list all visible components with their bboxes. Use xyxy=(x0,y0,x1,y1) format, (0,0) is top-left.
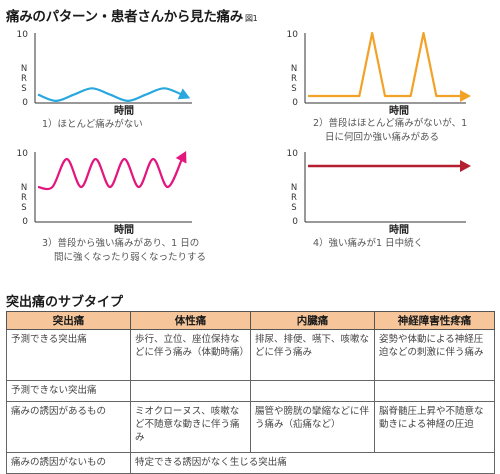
caption-line: 間に強くなったり弱くなったりする xyxy=(54,252,207,263)
series-line xyxy=(37,87,183,102)
section-title: 突出痛のサブタイプ xyxy=(6,295,124,310)
x-axis-label: 時間 xyxy=(114,223,134,236)
y-min-label: 0 xyxy=(22,98,28,108)
header-cell: 内臓痛 xyxy=(250,311,375,330)
table-cell: ミオクローヌス、咳嗽など不随意な動きに伴う痛み xyxy=(130,401,251,453)
header-cell: 体性痛 xyxy=(130,311,251,330)
caption-3: 3）普段から強い痛みがあり、1 日の 間に強くなったり弱くなったりする xyxy=(42,237,206,265)
table-cell: 歩行、立位、座位保持などに伴う痛み（体動時痛） xyxy=(130,329,251,381)
table-cell: 排尿、排便、嚥下、咳嗽などに伴う痛み xyxy=(250,329,375,381)
y-max-label: 10 xyxy=(17,149,29,159)
caption-2: 2）普段はほとんど痛みがないが、1 日に何回か強い痛みがある xyxy=(313,117,467,145)
table-row: 痛みの誘因がないもの 特定できる誘因がなく生じる突出痛 xyxy=(6,452,495,474)
table-row: 予測できる突出痛 歩行、立位、座位保持などに伴う痛み（体動時痛） 排尿、排便、嚥… xyxy=(6,329,495,381)
caption-line: 1）ほとんど痛みがない xyxy=(42,119,143,130)
page-title: 痛みのパターン・患者さんから見た痛み 図1 xyxy=(6,9,258,25)
table-cell: 姿勢や体動による神経圧迫などの刺激に伴う痛み xyxy=(374,329,495,381)
caption-line: 2）普段はほとんど痛みがないが、1 xyxy=(313,118,468,129)
table-cell xyxy=(374,380,495,402)
y-min-label: 0 xyxy=(292,217,298,227)
arrow-head xyxy=(460,160,471,172)
table-cell: 腸管や膀胱の攣縮などに伴う痛み（疝痛など） xyxy=(250,401,375,453)
figure-ref: 図1 xyxy=(244,14,258,23)
row-label: 痛みの誘因があるもの xyxy=(6,401,131,453)
table-header-row: 突出痛 体性痛 内臓痛 神経障害性疼痛 xyxy=(6,311,495,330)
table-row: 予測できない突出痛 xyxy=(6,380,495,402)
table-cell xyxy=(250,380,375,402)
row-label: 痛みの誘因がないもの xyxy=(6,452,131,474)
arrow-head xyxy=(175,150,187,164)
caption-1: 1）ほとんど痛みがない xyxy=(42,118,143,132)
x-axis-label: 時間 xyxy=(389,223,409,236)
series-line xyxy=(308,31,462,98)
header-cell: 神経障害性疼痛 xyxy=(374,311,495,330)
caption-line: 日に何回か強い痛みがある xyxy=(325,132,440,143)
series-line xyxy=(37,157,184,191)
row-label: 予測できない突出痛 xyxy=(6,380,131,402)
subtypes-table: 突出痛 体性痛 内臓痛 神経障害性疼痛 予測できる突出痛 歩行、立位、座位保持な… xyxy=(6,311,495,474)
x-axis-label: 時間 xyxy=(114,104,134,117)
y-max-label: 10 xyxy=(287,149,299,159)
y-min-label: 0 xyxy=(22,217,28,227)
x-axis-label: 時間 xyxy=(389,104,409,117)
arrow-head xyxy=(177,88,191,100)
table-row: 痛みの誘因があるもの ミオクローヌス、咳嗽など不随意な動きに伴う痛み 腸管や膀胱… xyxy=(6,401,495,453)
y-min-label: 0 xyxy=(292,98,298,108)
caption-4: 4）強い痛みが1 日中続く xyxy=(313,237,423,251)
table-cell: 脳脊髄圧上昇や不随意な動きによる神経の圧迫 xyxy=(374,401,495,453)
y-max-label: 10 xyxy=(17,30,29,40)
table-cell xyxy=(130,380,251,402)
row-label: 予測できる突出痛 xyxy=(6,329,131,381)
y-max-label: 10 xyxy=(287,30,299,40)
arrow-head xyxy=(460,90,471,102)
table-cell: 特定できる誘因がなく生じる突出痛 xyxy=(130,452,495,474)
header-cell: 突出痛 xyxy=(6,311,131,330)
caption-line: 4）強い痛みが1 日中続く xyxy=(313,238,424,249)
caption-line: 3）普段から強い痛みがあり、1 日の xyxy=(42,238,200,249)
